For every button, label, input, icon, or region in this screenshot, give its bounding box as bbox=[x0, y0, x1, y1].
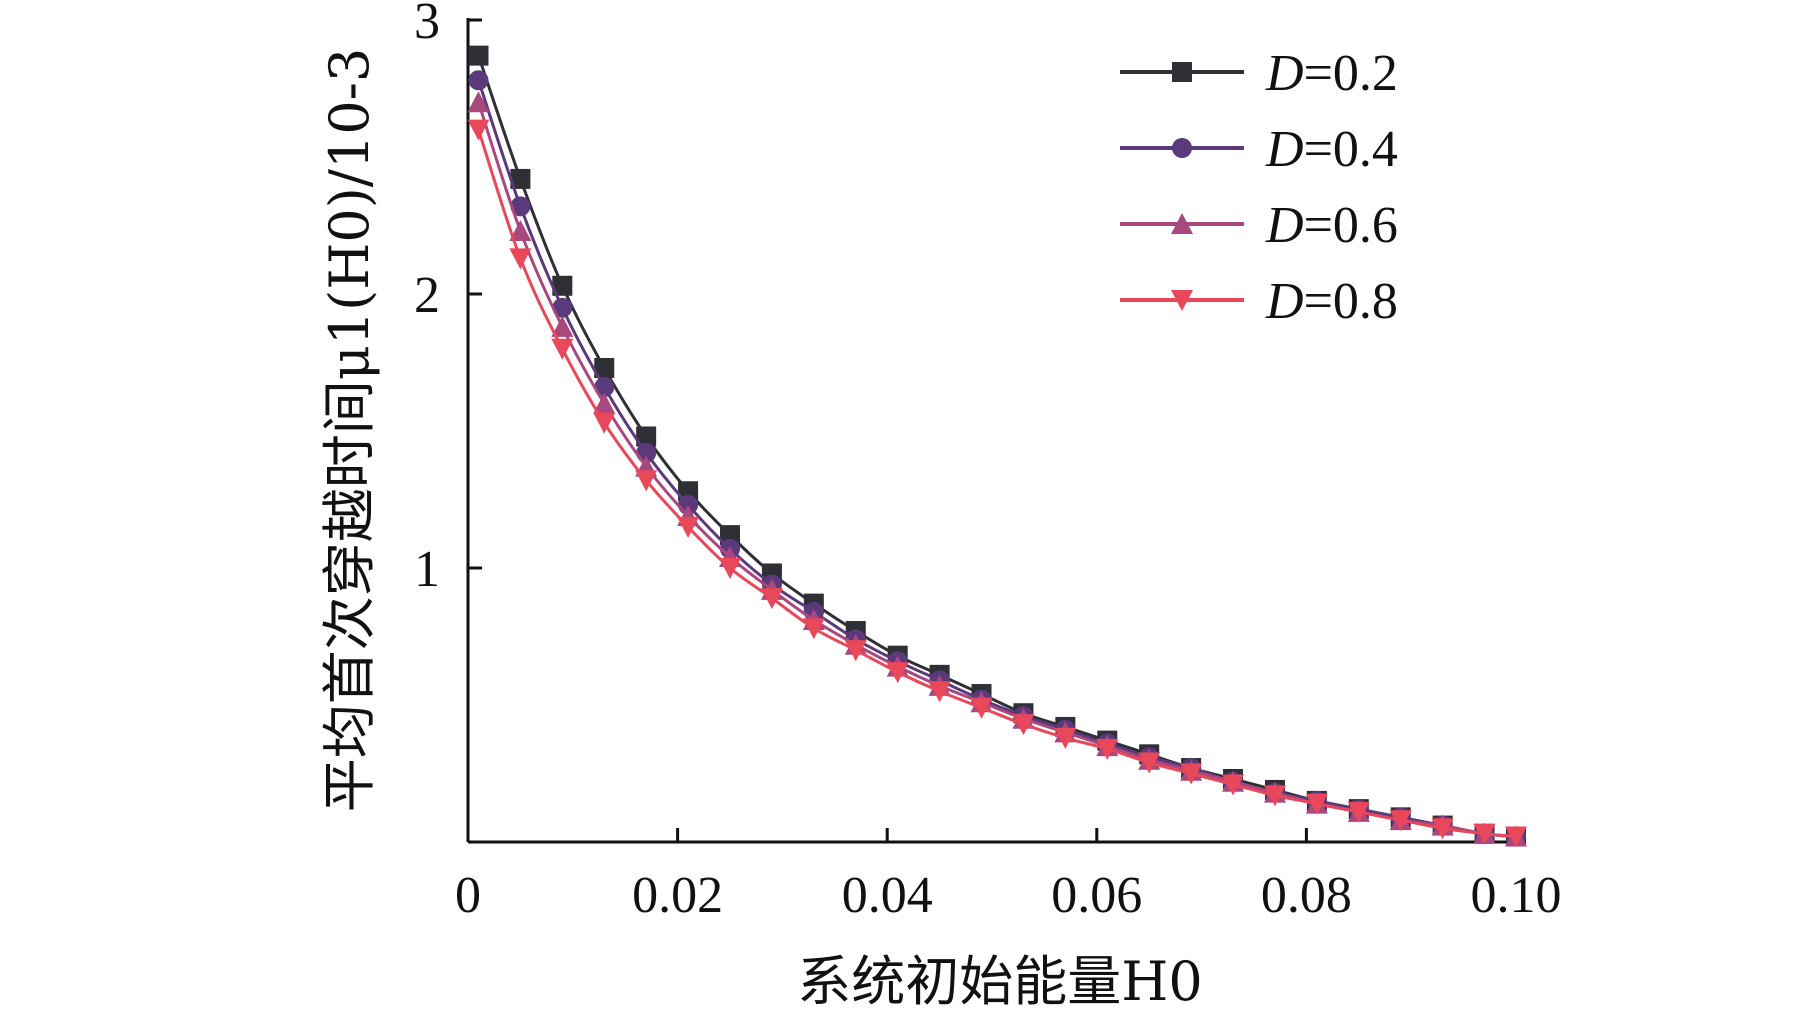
x-axis-title: 系统初始能量H0 bbox=[797, 950, 1202, 1009]
data-point bbox=[1431, 818, 1454, 840]
plot-axes: 0 0.02 0.04 0.06 0.08 0.10 1 2 3 bbox=[414, 0, 1562, 924]
legend-label: D=0.8 bbox=[1265, 273, 1398, 330]
y-tick-label: 1 bbox=[414, 541, 440, 598]
x-tick-label: 0.08 bbox=[1261, 867, 1352, 924]
data-point bbox=[970, 697, 993, 719]
data-point bbox=[802, 618, 825, 640]
data-point bbox=[1222, 774, 1245, 796]
data-point bbox=[594, 357, 615, 378]
data-point bbox=[1305, 793, 1328, 815]
data-point bbox=[844, 640, 867, 662]
legend-value: =0.2 bbox=[1304, 45, 1398, 102]
data-point bbox=[509, 219, 532, 241]
legend-item: D=0.2 bbox=[1120, 45, 1398, 102]
data-point bbox=[467, 119, 490, 141]
x-tick-label: 0.10 bbox=[1471, 867, 1562, 924]
data-point bbox=[720, 525, 740, 546]
data-point bbox=[1180, 763, 1203, 785]
data-point bbox=[1012, 714, 1035, 736]
data-point bbox=[677, 516, 700, 538]
data-point bbox=[1389, 810, 1412, 832]
data-point bbox=[551, 338, 574, 360]
data-point bbox=[551, 315, 574, 337]
legend-var: D bbox=[1265, 121, 1304, 178]
x-tick-label: 0.04 bbox=[842, 867, 933, 924]
data-point bbox=[1263, 785, 1286, 807]
series-layer bbox=[467, 45, 1527, 848]
data-point bbox=[678, 481, 699, 502]
y-tick-label: 2 bbox=[414, 267, 440, 324]
legend-item: D=0.8 bbox=[1120, 273, 1398, 330]
data-point bbox=[468, 45, 489, 66]
data-point bbox=[593, 412, 616, 434]
data-point bbox=[760, 588, 783, 610]
legend-value: =0.4 bbox=[1304, 121, 1398, 178]
data-point bbox=[552, 297, 573, 318]
legend-var: D bbox=[1265, 45, 1304, 102]
series-4 bbox=[467, 119, 1527, 848]
legend-var: D bbox=[1265, 197, 1304, 254]
legend-value: =0.6 bbox=[1304, 197, 1398, 254]
legend-marker bbox=[1171, 290, 1193, 311]
legend-label: D=0.4 bbox=[1265, 121, 1398, 178]
data-point bbox=[510, 196, 531, 217]
data-point bbox=[1054, 727, 1077, 749]
data-point bbox=[1473, 823, 1496, 845]
data-point bbox=[1347, 801, 1370, 823]
x-tick-label: 0 bbox=[455, 867, 481, 924]
legend-item: D=0.4 bbox=[1120, 121, 1398, 178]
data-point bbox=[509, 248, 532, 270]
y-tick-label: 3 bbox=[414, 0, 440, 50]
data-point bbox=[886, 662, 909, 684]
legend-var: D bbox=[1265, 273, 1304, 330]
data-point bbox=[467, 91, 490, 113]
data-point bbox=[593, 392, 616, 414]
data-point bbox=[468, 70, 489, 91]
legend-marker bbox=[1171, 213, 1193, 234]
legend-marker bbox=[1172, 138, 1192, 158]
data-point bbox=[552, 275, 573, 296]
axis-titles: 系统初始能量H0 平均首次穿越时间μ1(H0)/10-3 bbox=[318, 48, 1203, 1009]
data-point bbox=[1505, 826, 1527, 848]
legend-marker bbox=[1172, 62, 1192, 82]
data-point bbox=[635, 470, 658, 492]
data-point bbox=[719, 558, 741, 579]
legend-label: D=0.2 bbox=[1265, 45, 1398, 102]
data-point bbox=[928, 681, 951, 703]
y-axis-title: 平均首次穿越时间μ1(H0)/10-3 bbox=[318, 48, 381, 813]
data-point bbox=[1138, 752, 1161, 774]
data-point bbox=[636, 426, 657, 447]
legend-item: D=0.6 bbox=[1120, 197, 1398, 254]
legend-label: D=0.6 bbox=[1265, 197, 1398, 254]
data-point bbox=[594, 377, 615, 398]
data-point bbox=[510, 168, 531, 189]
data-point bbox=[1096, 738, 1119, 760]
x-tick-label: 0.02 bbox=[632, 867, 723, 924]
x-tick-label: 0.06 bbox=[1051, 867, 1142, 924]
legend: D=0.2D=0.4D=0.6D=0.8 bbox=[1120, 45, 1398, 330]
legend-value: =0.8 bbox=[1304, 273, 1398, 330]
